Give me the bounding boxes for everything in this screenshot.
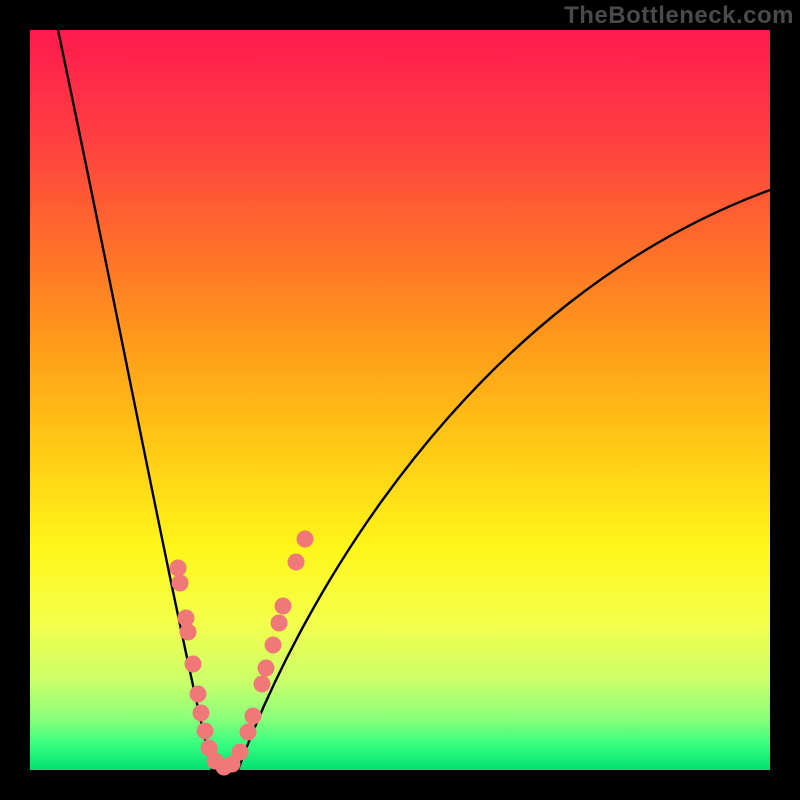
bead: [170, 560, 187, 577]
bead: [275, 598, 292, 615]
bead: [258, 660, 275, 677]
bead: [240, 724, 257, 741]
bead: [245, 708, 262, 725]
gradient-plot-area: [30, 30, 770, 770]
bead: [232, 744, 249, 761]
bead: [185, 656, 202, 673]
stage: TheBottleneck.com: [0, 0, 800, 800]
bead: [193, 705, 210, 722]
bead: [172, 575, 189, 592]
chart-svg: [0, 0, 800, 800]
bead: [190, 686, 207, 703]
bead: [297, 531, 314, 548]
bead: [197, 723, 214, 740]
bead: [180, 624, 197, 641]
bead: [265, 637, 282, 654]
bead: [288, 554, 305, 571]
bead: [254, 676, 271, 693]
bead: [271, 615, 288, 632]
